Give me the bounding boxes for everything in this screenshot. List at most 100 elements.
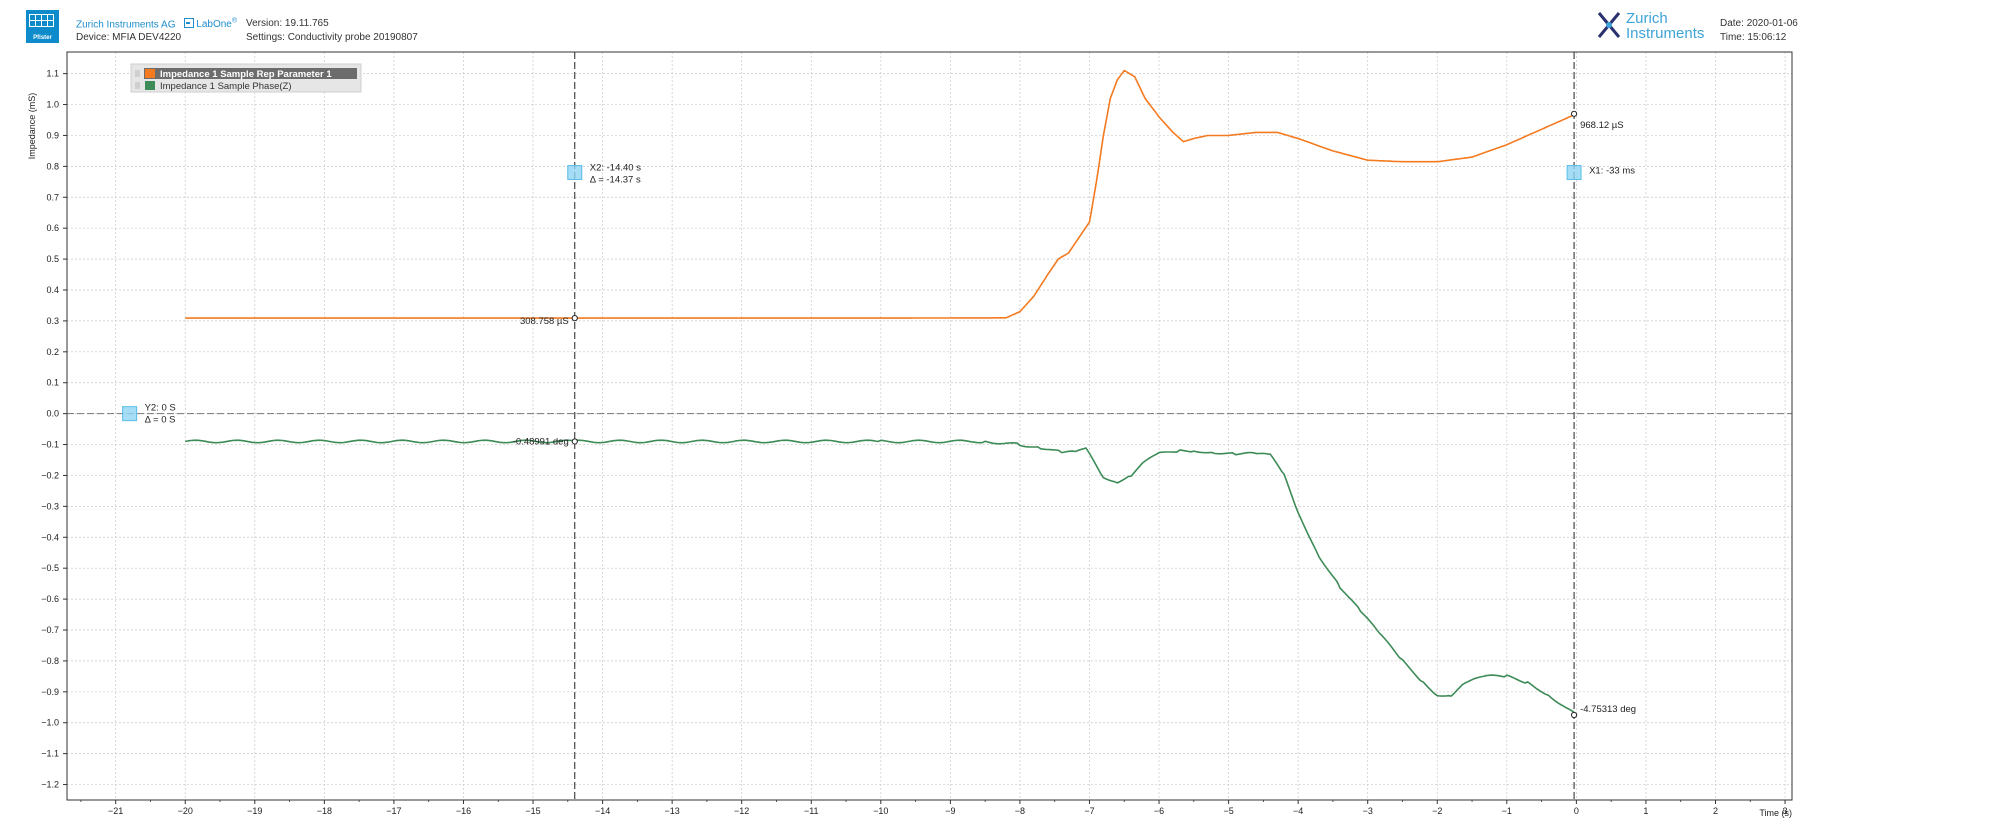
x-tick-label: −20 [178,806,193,816]
legend-label-1[interactable]: Impedance 1 Sample Rep Parameter 1 [160,69,332,80]
version-value: 19.11.765 [284,18,329,29]
x-tick-label: −2 [1432,806,1442,816]
y-tick-label: −0.6 [41,594,59,604]
time-label: Time: [1720,32,1745,43]
legend-label-2[interactable]: Impedance 1 Sample Phase(Z) [160,81,291,92]
x-tick-label: −10 [873,806,888,816]
brand-line-1: Zurich [1626,10,1668,27]
y-tick-label: 0.4 [46,285,59,295]
y-tick-label: 0.6 [46,223,59,233]
company-name: Zurich Instruments AG LabOne® [76,18,237,30]
y-tick-label: −0.9 [41,687,59,697]
time-value: 15:06:12 [1747,32,1787,43]
y-tick-label: −0.7 [41,625,59,635]
x-tick-label: −17 [386,806,401,816]
series-line-1 [185,69,1577,319]
legend-drag-handle[interactable] [135,70,140,77]
marker-s2-x1-dot [1570,711,1578,719]
grid-lines [67,52,1792,800]
cursor-y2-label: Y2: 0 S [145,403,176,414]
device-value: MFIA DEV4220 [112,32,182,43]
marker-s1-x1-label: 968.12 µS [1580,120,1624,131]
cursor-x2-delta: Δ = -14.37 s [590,175,641,186]
labone-icon [184,18,195,29]
y-tick-label: 0.5 [46,254,59,264]
brand-line-2: Instruments [1626,25,1705,42]
x-tick-label: −12 [734,806,749,816]
version-info: Version: 19.11.765 [246,18,329,29]
date-info: Date: 2020-01-06 [1720,18,1798,29]
x-tick-label: −9 [945,806,955,816]
date-label: Date: [1720,18,1744,29]
x-tick-label: −15 [525,806,540,816]
time-info: Time: 15:06:12 [1720,32,1786,43]
marker-s2-x2-label: -0.48991 deg [513,436,569,447]
x-tick-label: −5 [1223,806,1233,816]
x-tick-label: −1 [1502,806,1512,816]
device-label: Device: [76,32,110,43]
y-tick-label: −0.3 [41,501,59,511]
y-tick-label: −1.2 [41,780,59,790]
plot-frame [66,51,1793,801]
x-tick-label: −3 [1363,806,1373,816]
legend-row-highlight [144,68,357,79]
cursor-x2-handle[interactable] [567,165,583,181]
y-tick-label: 0.3 [46,316,59,326]
y-tick-label: −0.1 [41,440,59,450]
x-tick-label: 0 [1574,806,1579,816]
x-tick-label: −19 [247,806,262,816]
y-tick-label: 0.1 [46,378,59,388]
y-tick-label: −0.5 [41,563,59,573]
settings-label: Settings: [246,32,285,43]
y-tick-label: 1.0 [46,100,59,110]
cursor-x1-handle[interactable] [1566,165,1582,181]
labone-mark: ® [231,18,238,25]
settings-value: Conductivity probe 20190807 [287,32,418,43]
cursor-y2-handle[interactable] [122,406,138,422]
x-tick-label: −14 [595,806,610,816]
y-tick-label: −0.2 [41,470,59,480]
logo-text: Pfister [33,35,52,41]
x-tick-label: −13 [665,806,680,816]
marker-s2-x1-label: -4.75313 deg [1580,704,1636,715]
x-tick-label: −6 [1154,806,1164,816]
x-tick-label: 3 [1783,806,1788,816]
x-tick-label: −21 [108,806,123,816]
marker-s1-x1-dot [1570,110,1578,117]
y-tick-label: −1.0 [41,718,59,728]
y-tick-label: 0.9 [46,130,59,140]
cursor-x2-label: X2: -14.40 s [590,163,641,174]
labone-name: LabOne [196,19,232,31]
y-tick-label: −0.4 [41,532,59,542]
zurich-instruments-logo-icon [1597,12,1621,38]
version-label: Version: [246,18,283,29]
legend[interactable]: Impedance 1 Sample Rep Parameter 1Impeda… [130,63,362,93]
x-tick-label: −7 [1084,806,1094,816]
y-tick-label: 1.1 [46,69,59,79]
marker-s1-x2-dot [571,315,578,322]
series-layer [185,69,1577,716]
x-axis-label: Time (s) [1759,808,1792,818]
series-line-2 [185,439,1577,716]
brand-name: Zurich Instruments [1626,11,1704,41]
y-tick-label: −1.1 [41,749,59,759]
y-tick-label: 0.0 [46,409,59,419]
cursor-layer: X2: -14.40 sΔ = -14.37 s X1: -33 ms Y2: 0 … [67,52,1792,800]
device-info: Device: MFIA DEV4220 [76,32,181,43]
marker-s2-x2-dot [571,438,578,445]
y-tick-label: 0.2 [46,347,59,357]
x-tick-label: −11 [804,806,819,816]
legend-drag-handle[interactable] [135,82,140,89]
x-tick-label: −18 [317,806,332,816]
labone-brand: LabOne® [184,18,238,31]
cursor-x1-label: X1: -33 ms [1589,166,1635,177]
axis-ticks: −1.2 −1.1 −1.0 −0.9 −0.8 −0.7 −0.6 −0.5 −0.4 −0.3… [41,69,1787,816]
legend-swatch-2 [145,81,155,90]
date-value: 2020-01-06 [1746,18,1798,29]
legend-swatch-1 [145,69,155,78]
x-tick-label: −8 [1015,806,1025,816]
settings-info: Settings: Conductivity probe 20190807 [246,32,418,43]
company-logo: Pfister [26,10,59,43]
x-tick-label: −16 [456,806,471,816]
